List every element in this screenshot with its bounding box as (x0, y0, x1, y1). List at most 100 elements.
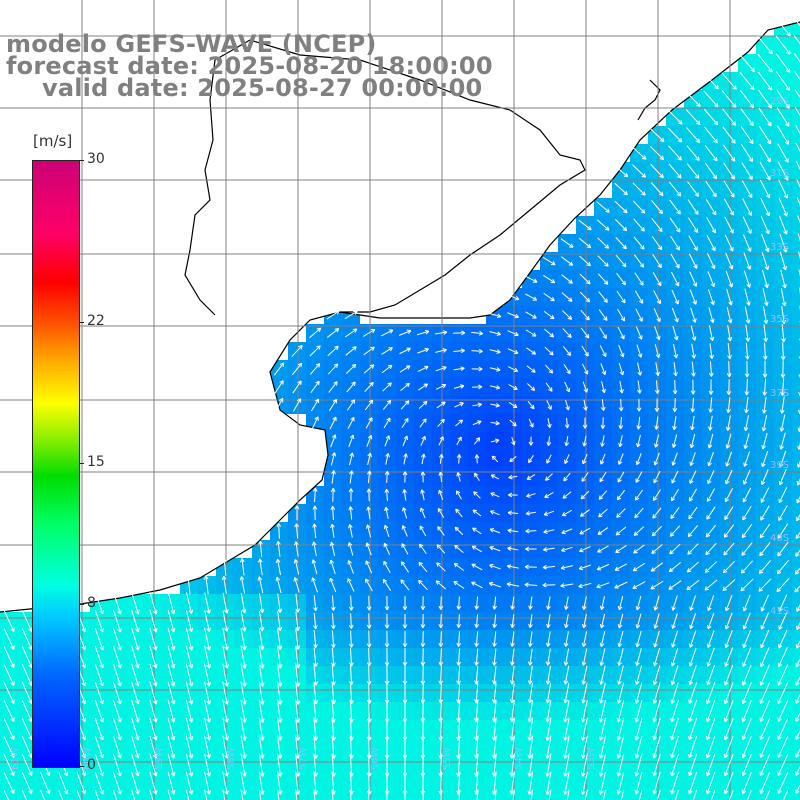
wind-arrow (21, 610, 33, 632)
wind-arrow-head (673, 372, 677, 377)
wind-arrow-head (226, 664, 229, 669)
wind-arrow (565, 596, 569, 610)
wind-arrow (688, 682, 698, 704)
wind-arrow (471, 386, 483, 388)
wind-arrow (705, 524, 717, 538)
wind-vectors (3, 17, 800, 800)
wind-arrow (185, 610, 193, 632)
wind-arrow (440, 631, 442, 647)
wind-arrow-head (529, 643, 533, 647)
wind-arrow (688, 771, 698, 795)
wind-arrow-head (670, 514, 672, 519)
wind-arrow-head (661, 191, 664, 196)
wind-arrow-head (635, 606, 638, 611)
wind-arrow-head (208, 700, 212, 705)
wind-arrow-head (351, 363, 356, 366)
wind-arrow-head (767, 265, 770, 270)
wind-arrow-head (763, 338, 767, 342)
wind-arrow (741, 180, 753, 198)
wind-arrow-head (742, 682, 747, 686)
wind-arrow-head (565, 662, 569, 666)
wind-arrow-head (740, 589, 745, 592)
wind-arrow-head (99, 682, 104, 687)
wind-arrow-head (634, 754, 637, 759)
wind-arrow-head (640, 247, 645, 250)
wind-arrow-head (617, 772, 622, 777)
wind-arrow (796, 513, 800, 522)
wind-arrow-head (707, 498, 712, 502)
wind-arrow (511, 436, 515, 446)
wind-arrow (670, 507, 680, 519)
wind-arrow-head (586, 264, 591, 267)
wind-arrow-head (439, 436, 444, 440)
wind-arrow-head (170, 682, 175, 687)
wind-arrow-head (780, 391, 783, 396)
wind-arrow-head (604, 370, 607, 375)
wind-arrow-head (778, 499, 783, 504)
wind-arrow (637, 434, 641, 448)
wind-arrow-head (544, 493, 548, 498)
speed-cell (666, 792, 684, 800)
wind-arrow (757, 35, 773, 55)
wind-arrow-head (600, 718, 604, 723)
wind-arrow (344, 328, 358, 338)
wind-arrow-head (402, 471, 406, 476)
wind-arrow (493, 631, 497, 647)
speed-cell (486, 792, 504, 800)
wind-arrow-head (731, 283, 733, 288)
wind-arrow (781, 324, 785, 342)
wind-arrow-head (185, 575, 189, 580)
wind-arrow-head (386, 643, 390, 648)
wind-arrow-head (581, 736, 584, 741)
wind-arrow-head (509, 790, 513, 795)
wind-arrow (687, 525, 699, 537)
wind-arrow-head (727, 355, 731, 360)
wind-arrow-head (63, 790, 68, 795)
wind-arrow-head (797, 427, 800, 432)
wind-arrow-head (191, 790, 194, 795)
speed-cell (792, 18, 800, 36)
wind-arrow-head (726, 390, 730, 396)
wind-arrow (349, 682, 353, 704)
wind-arrow (653, 647, 661, 667)
wind-arrow-head (797, 445, 800, 450)
speed-cell (792, 450, 800, 468)
wind-arrow-head (600, 681, 604, 685)
wind-arrow-head (262, 700, 265, 705)
wind-arrow-head (767, 123, 772, 127)
wind-arrow-head (598, 736, 601, 741)
speed-cell (54, 792, 72, 800)
wind-arrow-head (242, 790, 246, 795)
wind-arrow-head (723, 571, 728, 574)
speed-cell (504, 792, 522, 800)
wind-arrow (687, 199, 699, 215)
wind-arrow-head (152, 682, 157, 687)
wind-arrow (744, 415, 750, 431)
wind-arrow-head (724, 790, 729, 795)
wind-arrow (435, 349, 447, 353)
wind-arrow-head (582, 754, 586, 759)
wind-arrow-head (782, 249, 787, 253)
wind-arrow (312, 577, 318, 593)
wind-arrow (329, 416, 337, 430)
wind-arrow (349, 789, 352, 800)
wind-arrow-head (768, 70, 773, 73)
longitude-label: 58W (226, 747, 237, 770)
wind-arrow-head (749, 141, 754, 145)
wind-arrow-head (653, 480, 658, 484)
wind-arrow (798, 251, 800, 260)
wind-arrow-head (347, 560, 349, 565)
wind-arrow (529, 631, 533, 647)
wind-arrow (635, 471, 643, 483)
wind-arrow (204, 592, 210, 614)
wind-arrow-head (239, 558, 243, 563)
wind-arrow (691, 343, 695, 359)
wind-arrow (76, 789, 82, 800)
wind-arrow-head (625, 226, 628, 231)
wind-arrow-head (314, 505, 318, 510)
wind-arrow-head (619, 371, 624, 376)
wind-arrow-head (688, 662, 691, 667)
wind-arrow-head (652, 534, 657, 537)
wind-arrow-head (10, 772, 15, 776)
wind-arrow-head (632, 566, 636, 571)
